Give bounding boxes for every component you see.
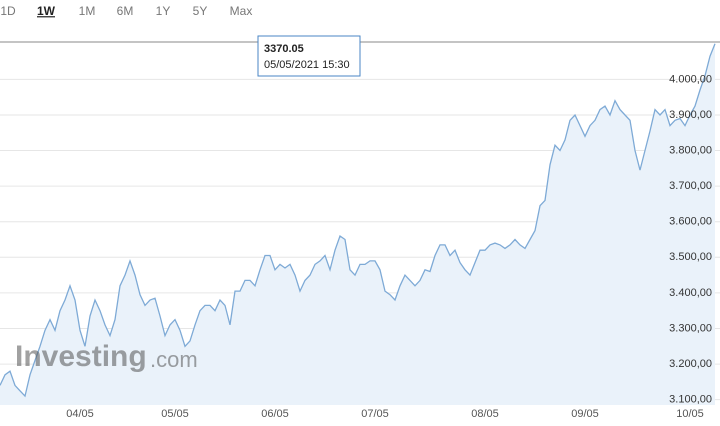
y-tick-label: 3.400,00 <box>669 287 712 299</box>
watermark: Investing .com <box>15 340 198 373</box>
y-tick-label: 3.300,00 <box>669 322 712 334</box>
price-line <box>0 43 716 398</box>
range-tab[interactable]: 5Y <box>193 4 208 18</box>
x-tick-label: 04/05 <box>66 408 94 420</box>
range-tab[interactable]: 6M <box>117 4 134 18</box>
tooltip-price: 3370.05 <box>264 43 304 55</box>
x-tick-label: 07/05 <box>361 408 389 420</box>
range-tab[interactable]: 1Y <box>156 4 171 18</box>
tooltip: 3370.05 05/05/2021 15:30 <box>257 35 361 77</box>
x-tick-label: 08/05 <box>471 408 499 420</box>
range-tab[interactable]: Max <box>230 4 253 18</box>
axis-labels: 3.100,00 3.200,00 3.300,00 3.400,00 3.500,00… <box>66 73 712 420</box>
y-tick-label: 4.000,00 <box>669 73 712 85</box>
x-tick-label: 09/05 <box>571 408 599 420</box>
tooltip-box <box>257 35 361 77</box>
y-tick-label: 3.900,00 <box>669 109 712 121</box>
y-tick-label: 3.800,00 <box>669 144 712 156</box>
x-tick-label: 06/05 <box>261 408 289 420</box>
y-tick-label: 3.500,00 <box>669 251 712 263</box>
watermark-brand: Investing <box>15 340 147 373</box>
x-tick-label: 10/05 <box>676 408 704 420</box>
y-tick-label: 3.600,00 <box>669 216 712 228</box>
area-fill <box>0 43 715 406</box>
series <box>0 43 716 406</box>
range-tab[interactable]: 1M <box>79 4 96 18</box>
range-tab[interactable]: 1D <box>0 4 16 18</box>
y-tick-label: 3.200,00 <box>669 358 712 370</box>
y-tick-label: 3.100,00 <box>669 394 712 406</box>
y-tick-label: 3.700,00 <box>669 180 712 192</box>
tooltip-time: 05/05/2021 15:30 <box>264 59 350 71</box>
watermark-suffix: .com <box>150 347 198 372</box>
range-tab[interactable]: 1W <box>37 4 56 18</box>
range-tabs: 1D 1W 1M 6M 1Y 5Y Max <box>0 4 252 18</box>
x-tick-label: 05/05 <box>161 408 189 420</box>
